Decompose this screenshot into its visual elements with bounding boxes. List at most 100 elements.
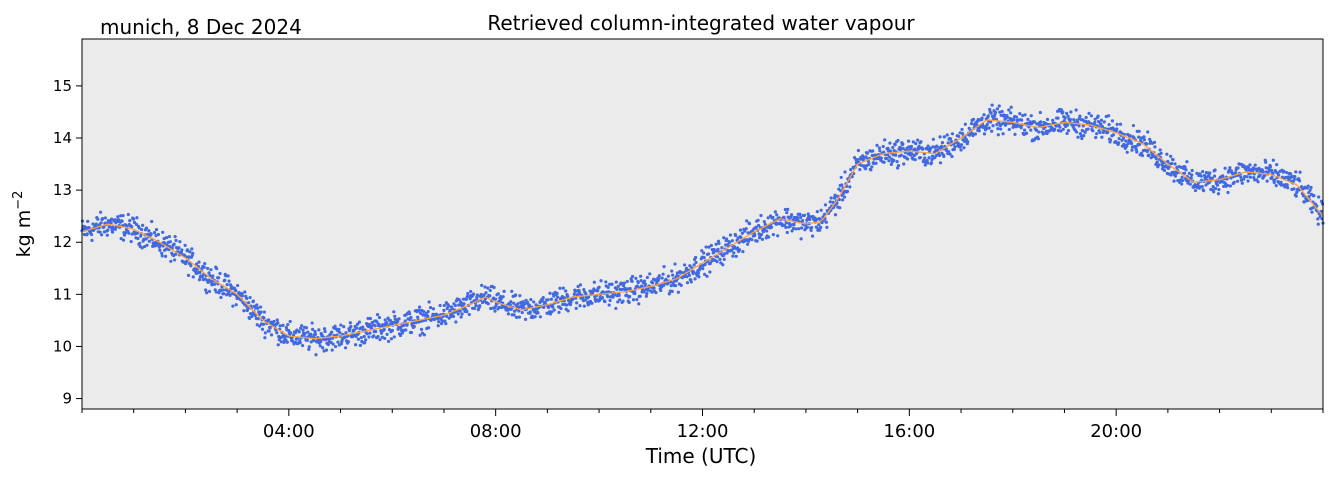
raw-point: [1159, 151, 1163, 155]
raw-point: [864, 155, 868, 159]
raw-point: [789, 213, 794, 217]
raw-point: [845, 189, 850, 193]
raw-point: [798, 213, 802, 217]
raw-point: [536, 311, 540, 315]
raw-point: [1298, 170, 1302, 174]
raw-point: [489, 306, 493, 311]
raw-point: [982, 132, 987, 136]
raw-point: [734, 254, 738, 258]
raw-point: [823, 203, 828, 207]
raw-point: [1110, 119, 1115, 123]
raw-point: [717, 241, 721, 245]
raw-point: [389, 337, 394, 341]
y-tick-label: 13: [53, 181, 72, 199]
raw-point: [1024, 131, 1029, 135]
raw-point: [431, 307, 436, 311]
raw-point: [685, 275, 689, 279]
raw-point: [437, 320, 441, 324]
raw-point: [1215, 183, 1220, 187]
raw-point: [1079, 134, 1083, 138]
raw-point: [783, 207, 787, 212]
x-tick-label: 16:00: [883, 421, 935, 442]
raw-point: [445, 314, 449, 318]
raw-point: [692, 270, 696, 274]
raw-point: [771, 215, 775, 220]
raw-point: [1173, 174, 1178, 178]
raw-point: [403, 319, 407, 323]
raw-point: [1172, 179, 1176, 183]
raw-point: [1080, 136, 1084, 141]
raw-point: [138, 241, 142, 245]
raw-point: [1061, 110, 1065, 114]
raw-point: [426, 314, 430, 318]
raw-point: [255, 303, 259, 307]
raw-point: [750, 238, 754, 242]
raw-point: [990, 129, 994, 133]
raw-point: [214, 290, 218, 294]
raw-point: [628, 294, 632, 299]
raw-point: [833, 193, 837, 197]
raw-point: [488, 294, 492, 298]
raw-point: [659, 288, 663, 293]
raw-point: [843, 170, 847, 174]
raw-point: [1132, 136, 1136, 140]
raw-point: [704, 245, 708, 249]
raw-point: [775, 213, 779, 217]
raw-point: [870, 153, 874, 158]
raw-point: [189, 264, 193, 268]
raw-point: [450, 307, 454, 311]
raw-point: [652, 286, 656, 290]
raw-point: [928, 146, 933, 150]
raw-point: [510, 289, 514, 293]
raw-point: [1026, 117, 1030, 121]
raw-point: [496, 292, 500, 296]
raw-point: [870, 165, 874, 169]
raw-point: [288, 319, 292, 324]
raw-point: [901, 146, 905, 151]
raw-point: [625, 293, 629, 297]
raw-point: [1195, 171, 1199, 175]
raw-point: [1014, 115, 1019, 119]
raw-point: [741, 250, 745, 254]
raw-point: [792, 223, 796, 227]
raw-point: [298, 341, 302, 345]
raw-point: [971, 133, 975, 138]
raw-point: [927, 156, 931, 160]
raw-point: [1034, 128, 1039, 132]
raw-point: [577, 291, 582, 295]
raw-point: [561, 302, 565, 307]
raw-point: [1272, 180, 1276, 185]
raw-point: [828, 200, 832, 204]
raw-point: [169, 259, 173, 263]
raw-point: [966, 140, 970, 144]
raw-point: [1086, 127, 1090, 131]
raw-point: [810, 225, 814, 230]
y-axis-label-unit: kg m: [13, 210, 35, 258]
raw-point: [177, 246, 181, 250]
raw-point: [497, 305, 501, 309]
raw-point: [424, 312, 428, 316]
raw-point: [882, 160, 886, 164]
raw-point: [373, 324, 377, 328]
raw-point: [1190, 168, 1194, 173]
raw-point: [106, 228, 110, 232]
raw-point: [622, 281, 627, 285]
raw-point: [221, 288, 225, 292]
raw-point: [417, 308, 421, 312]
raw-point: [187, 255, 191, 259]
raw-point: [338, 330, 342, 335]
raw-point: [174, 238, 178, 243]
raw-point: [708, 261, 712, 265]
raw-point: [985, 126, 989, 131]
raw-point: [337, 327, 341, 331]
raw-point: [256, 317, 260, 321]
raw-point: [508, 303, 512, 307]
raw-point: [392, 335, 396, 339]
raw-point: [333, 324, 337, 328]
raw-point: [1211, 184, 1215, 189]
raw-point: [848, 185, 852, 189]
raw-point: [939, 144, 944, 148]
raw-point: [911, 157, 915, 161]
raw-point: [1074, 108, 1078, 112]
raw-point: [950, 132, 955, 136]
